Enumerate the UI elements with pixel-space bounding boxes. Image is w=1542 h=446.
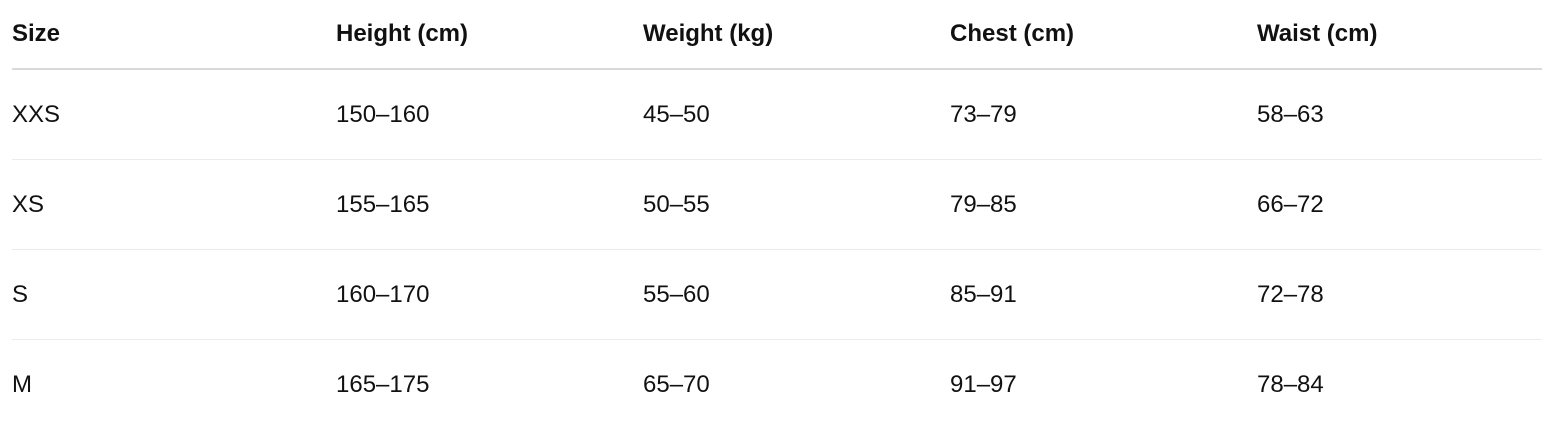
table-cell: 155–165: [336, 159, 643, 250]
table-cell: 165–175: [336, 370, 430, 398]
table-cell: 79–85: [950, 159, 1257, 250]
table-cell: 91–97: [950, 370, 1017, 398]
table-cell: 58–63: [1257, 69, 1542, 160]
table-cell: XS: [12, 159, 336, 250]
table-cell: 50–55: [643, 159, 950, 250]
table-cell: 65–70: [643, 370, 710, 398]
table-cell: S: [12, 249, 336, 340]
table-row: XS 155–165 50–55 79–85 66–72: [12, 159, 1542, 250]
table-row: M 165–175 65–70 91–97 78–84: [12, 340, 1542, 430]
table-cell: 73–79: [950, 69, 1257, 160]
header-row: Size Height (cm) Weight (kg) Chest (cm) …: [12, 0, 1542, 70]
column-header: Chest (cm): [950, 0, 1257, 70]
table-cell: 150–160: [336, 69, 643, 160]
table-cell: 55–60: [643, 249, 950, 340]
table-cell: 45–50: [643, 69, 950, 160]
table-cell: XXS: [12, 69, 336, 160]
column-header: Weight (kg): [643, 0, 950, 70]
column-header: Waist (cm): [1257, 0, 1542, 70]
table-cell: 85–91: [950, 249, 1257, 340]
column-header: Size: [12, 0, 336, 70]
table-row: XXS 150–160 45–50 73–79 58–63: [12, 69, 1542, 160]
size-chart-table: Size Height (cm) Weight (kg) Chest (cm) …: [12, 0, 1542, 429]
table-cell: 66–72: [1257, 159, 1542, 250]
table-cell: 160–170: [336, 249, 643, 340]
table-cell: M: [12, 370, 32, 398]
column-header: Height (cm): [336, 0, 643, 70]
table-cell: 78–84: [1257, 370, 1324, 398]
table-row: S 160–170 55–60 85–91 72–78: [12, 249, 1542, 340]
table-cell: 72–78: [1257, 249, 1542, 340]
